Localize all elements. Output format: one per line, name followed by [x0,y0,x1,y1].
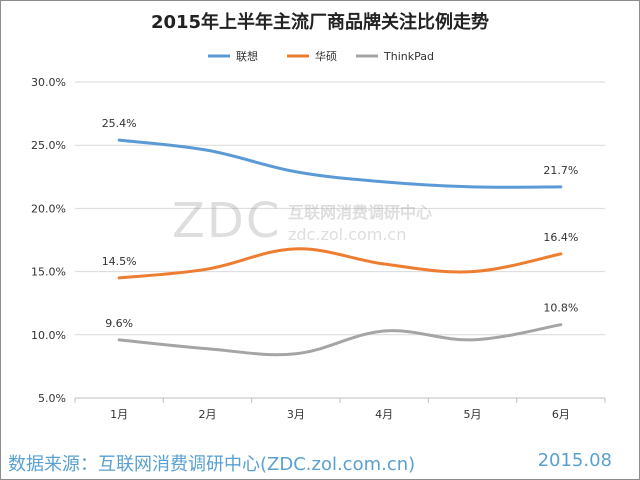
footer-date: 2015.08 [537,450,612,471]
footer-source: 数据来源：互联网消费调研中心(ZDC.zol.com.cn) [8,454,416,475]
grid [75,81,605,336]
series-layer [117,138,563,357]
series-line-2 [117,323,563,357]
watermark: ZDC 互联网消费调研中心 zdc.zol.com.cn [172,193,432,249]
data-label: 10.8% [543,302,578,315]
watermark-cn: 互联网消费调研中心 [288,203,432,222]
chart-title: 2015年上半年主流厂商品牌关注比例走势 [151,11,489,33]
x-tick-label: 2月 [199,408,217,421]
data-label: 16.4% [543,231,578,244]
x-tick-label: 6月 [552,408,570,421]
y-tick-label: 30.0% [31,76,66,89]
data-label: 25.4% [102,117,137,130]
watermark-url: zdc.zol.com.cn [288,225,406,244]
legend-label: ThinkPad [383,50,434,63]
data-label: 9.6% [105,317,133,330]
series-line-0 [117,138,563,189]
series-line-1 [117,247,563,280]
y-tick-label: 25.0% [31,139,66,152]
data-label: 14.5% [102,255,137,268]
x-tick-label: 4月 [375,408,393,421]
x-axis: 1月 2月 3月 4月 5月 6月 [74,397,606,421]
x-tick-label: 1月 [110,408,128,421]
y-axis: 5.0% 10.0% 15.0% 20.0% 25.0% 30.0% [31,76,66,405]
data-label: 21.7% [543,164,578,177]
legend-label: 联想 [236,49,258,63]
legend-label: 华硕 [315,49,337,63]
data-labels: 25.4% 21.7% 14.5% 16.4% 9.6% 10.8% [102,117,579,330]
y-tick-label: 15.0% [31,266,66,279]
watermark-logo: ZDC [172,193,281,249]
y-tick-label: 10.0% [31,329,66,342]
x-tick-label: 5月 [464,408,482,421]
y-tick-label: 20.0% [31,202,66,215]
x-tick-label: 3月 [287,408,305,421]
y-tick-label: 5.0% [38,392,66,405]
legend: 联想 华硕 ThinkPad [208,49,434,63]
